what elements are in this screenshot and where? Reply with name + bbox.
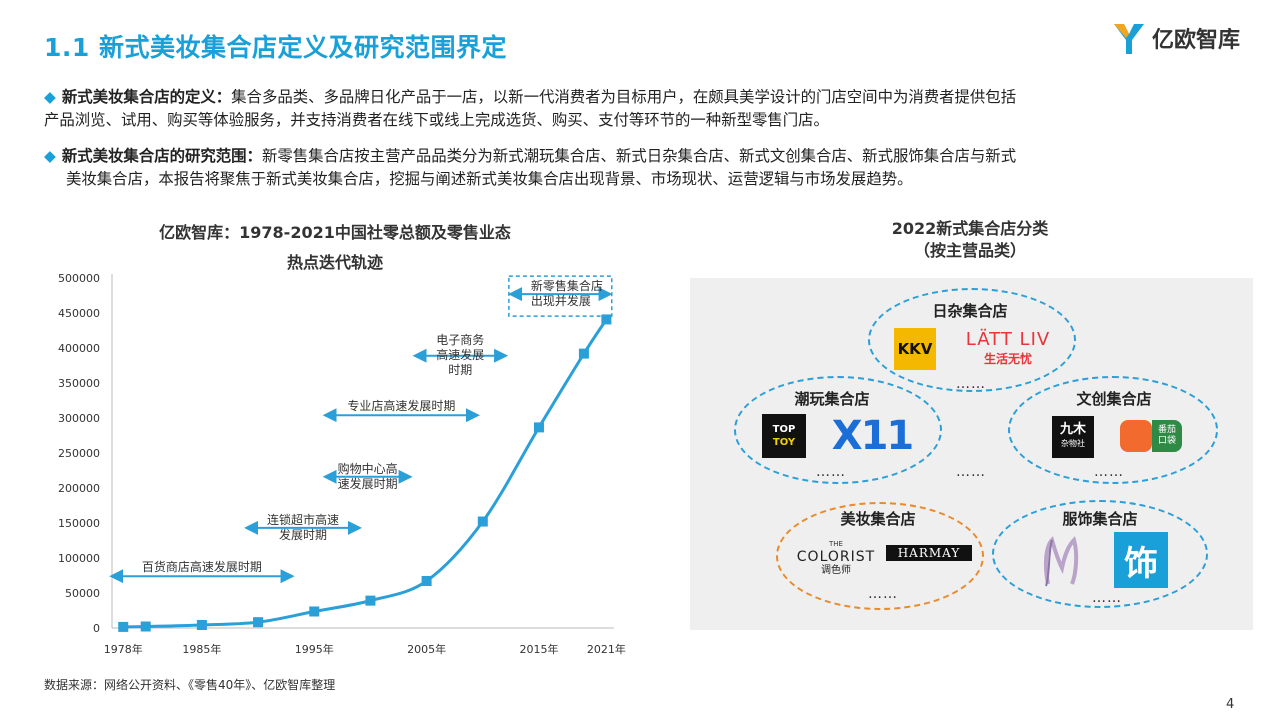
category-ellipse-daily	[868, 288, 1076, 392]
classification-title-line1: 2022新式集合店分类	[891, 219, 1049, 238]
diamond-icon: ◆	[44, 147, 56, 165]
classification-title: 2022新式集合店分类 （按主营品类）	[870, 218, 1070, 262]
y-tick-label: 0	[93, 622, 100, 635]
top-toy-logo: TOP TOY	[762, 414, 806, 458]
page-number: 4	[1226, 697, 1235, 712]
chart-title: 亿欧智库：1978-2021中国社零总额及零售业态 热点迭代轨迹	[100, 218, 570, 278]
brand-icon	[1114, 24, 1144, 54]
period-label: 高速发展	[436, 347, 484, 362]
period-label: 发展时期	[279, 527, 327, 542]
period-label: 电子商务	[436, 332, 484, 347]
bullet-label: 新式美妆集合店的研究范围：	[61, 147, 262, 165]
bullet-label: 新式美妆集合店的定义：	[61, 88, 232, 106]
y-tick-label: 150000	[58, 517, 100, 530]
y-tick-label: 200000	[58, 482, 100, 495]
category-label-fashion: 服饰集合店	[1062, 510, 1138, 528]
y-tick-label: 250000	[58, 447, 100, 460]
x-tick-label: 2005年	[407, 642, 446, 656]
colorist-logo: THE COLORIST 调色师	[796, 539, 876, 576]
page-title: 1.1 新式美妆集合店定义及研究范围界定	[44, 33, 507, 62]
more-beauty: ……	[868, 586, 898, 602]
category-label-creative: 文创集合店	[1076, 390, 1152, 408]
category-ellipse-fashion	[992, 500, 1208, 608]
brand-name: 亿欧智库	[1152, 28, 1241, 53]
more-trendy-toys: ……	[816, 464, 846, 480]
chart-title-line1: 亿欧智库：1978-2021中国社零总额及零售业态	[159, 223, 511, 242]
data-point	[533, 422, 544, 433]
kkv-logo: KKV	[894, 328, 936, 370]
diamond-icon: ◆	[44, 88, 56, 106]
data-source: 数据来源：网络公开资料、《零售40年》、亿欧智库整理	[44, 678, 336, 692]
category-ellipse-creative	[1008, 376, 1218, 484]
period-label: 专业店高速发展时期	[347, 398, 455, 413]
classification-title-line2: （按主营品类）	[913, 241, 1026, 260]
x-tick-label: 1978年	[104, 642, 143, 656]
x-tick-label: 1995年	[295, 642, 334, 656]
y-tick-label: 300000	[58, 412, 100, 425]
period-label: 时期	[448, 363, 472, 377]
period-label: 百货商店高速发展时期	[142, 559, 262, 574]
data-point	[196, 619, 207, 630]
more-creative: ……	[1094, 464, 1124, 480]
data-point	[365, 595, 376, 606]
bullet-text: 集合多品类、多品牌日化产品于一店，以新一代消费者为目标用户，在颇具美学设计的门店…	[231, 88, 1017, 106]
chart-title-line2: 热点迭代轨迹	[286, 253, 383, 272]
scope-bullet: ◆ 新式美妆集合店的研究范围：新零售集合店按主营产品品类分为新式潮玩集合店、新式日…	[44, 145, 1244, 191]
category-label-trendy-toys: 潮玩集合店	[794, 390, 870, 408]
data-point	[421, 575, 432, 586]
x11-logo: X11	[831, 413, 915, 459]
bullet-text: 产品浏览、试用、购买等体验服务，并支持消费者在线下或线上完成选货、购买、支付等环…	[44, 111, 829, 129]
data-point	[309, 606, 320, 617]
data-point	[578, 348, 589, 359]
period-label: 购物中心高	[338, 461, 398, 476]
tomato-pocket-logo: 番茄 口袋	[1152, 420, 1182, 452]
tomato-icon	[1120, 420, 1152, 452]
y-tick-label: 50000	[65, 587, 100, 600]
y-tick-label: 500000	[58, 272, 100, 285]
x-tick-label: 1985年	[182, 642, 221, 656]
series-line	[123, 318, 608, 629]
category-ellipse-beauty	[776, 502, 984, 610]
harmay-logo: HARMAY	[886, 545, 972, 561]
fashion-shi-logo: 饰	[1114, 532, 1168, 588]
retail-sales-line-chart: 0 50000 100000 150000 200000 250000 300000 3500…	[58, 272, 626, 656]
more-fashion: ……	[1092, 590, 1122, 606]
jiumu-logo: 九木 杂物社	[1052, 416, 1094, 458]
data-point	[118, 621, 129, 632]
y-tick-label: 450000	[58, 307, 100, 320]
period-label: 新零售集合店	[531, 278, 603, 293]
y-tick-label: 400000	[58, 342, 100, 355]
y-tick-label: 100000	[58, 552, 100, 565]
y-tick-label: 350000	[58, 377, 100, 390]
category-label-beauty: 美妆集合店	[840, 510, 916, 528]
more-center: ……	[956, 464, 986, 480]
data-point	[477, 516, 488, 527]
more-daily: ……	[956, 376, 986, 392]
data-point	[601, 314, 612, 325]
period-box	[508, 275, 613, 317]
category-ellipse-trendy-toys	[734, 376, 942, 484]
period-label: 连锁超市高速	[267, 512, 339, 527]
data-point	[140, 621, 151, 632]
data-point	[253, 617, 264, 628]
brand-logo: 亿欧智库	[1112, 18, 1240, 58]
store-classification-panel: 日杂集合店 KKV LÄTT LIV 生活无忧 …… 潮玩集合店 TOP TOY…	[690, 278, 1253, 630]
bullet-text: 新零售集合店按主营产品品类分为新式潮玩集合店、新式日杂集合店、新式文创集合店、新…	[261, 147, 1017, 165]
x-tick-label: 2015年	[519, 642, 558, 656]
latt-liv-logo: LÄTT LIV 生活无忧	[965, 329, 1051, 366]
period-label: 出现并发展	[531, 293, 591, 308]
bullet-text: 美妆集合店，本报告将聚焦于新式美妆集合店，挖掘与阐述新式美妆集合店出现背景、市场…	[66, 170, 913, 188]
x-tick-label: 2021年	[587, 642, 626, 656]
definition-bullet: ◆ 新式美妆集合店的定义：集合多品类、多品牌日化产品于一店，以新一代消费者为目标用…	[44, 86, 1244, 132]
fashion-m-logo	[1036, 534, 1086, 590]
period-label: 速发展时期	[338, 476, 398, 491]
category-label-daily: 日杂集合店	[932, 302, 1008, 320]
